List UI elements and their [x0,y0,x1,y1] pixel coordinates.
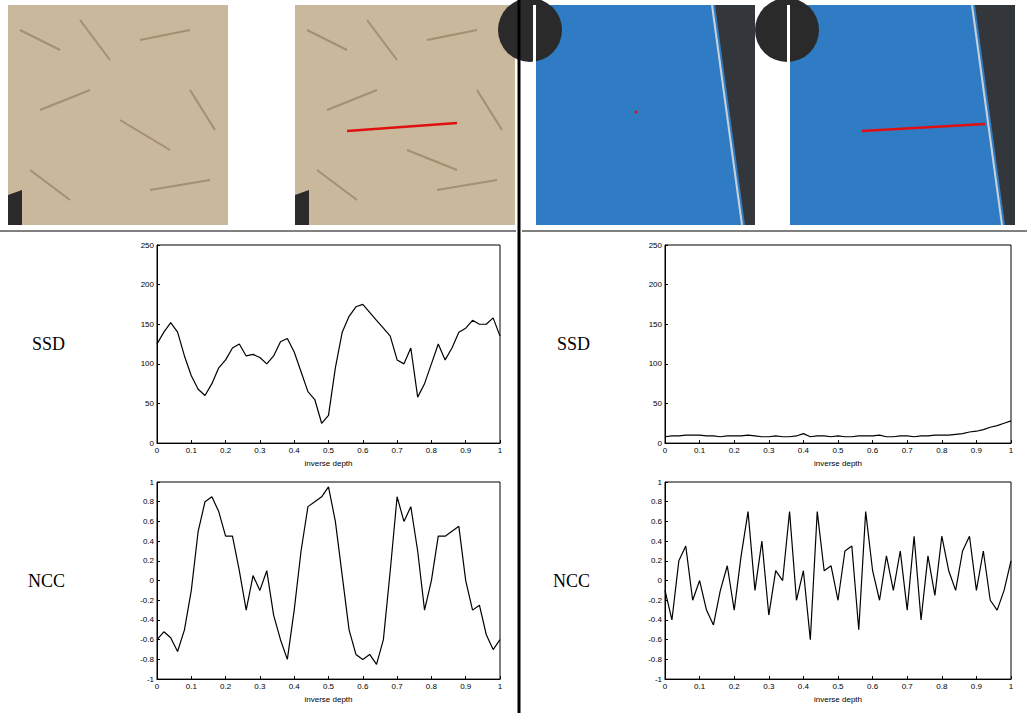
svg-text:0: 0 [657,438,662,448]
svg-text:0.6: 0.6 [357,682,369,691]
svg-text:150: 150 [141,320,155,329]
svg-text:200: 200 [649,280,663,289]
svg-text:0.7: 0.7 [392,682,404,691]
svg-text:-1: -1 [147,675,155,684]
svg-text:0.2: 0.2 [729,682,741,691]
svg-text:250: 250 [141,241,155,250]
svg-text:SSD: SSD [32,334,65,354]
svg-text:NCC: NCC [28,571,65,591]
svg-text:-0.2: -0.2 [140,596,154,605]
svg-text:0.7: 0.7 [392,446,404,455]
svg-text:0.1: 0.1 [694,682,706,691]
svg-text:0: 0 [150,576,155,585]
svg-text:150: 150 [649,320,663,329]
svg-text:-0.2: -0.2 [648,596,662,605]
svg-text:0.9: 0.9 [971,446,983,455]
svg-text:0.6: 0.6 [867,682,879,691]
svg-text:0.7: 0.7 [902,682,914,691]
svg-text:0: 0 [155,682,160,691]
svg-text:0.6: 0.6 [651,517,663,526]
svg-text:-0.4: -0.4 [648,615,662,624]
svg-text:0.3: 0.3 [254,682,266,691]
svg-text:0.5: 0.5 [832,446,844,455]
svg-text:inverse depth: inverse depth [814,695,862,704]
svg-text:0.3: 0.3 [254,446,266,455]
svg-text:0.8: 0.8 [936,446,948,455]
svg-text:-1: -1 [655,675,663,684]
svg-text:0.5: 0.5 [323,682,335,691]
svg-text:0.9: 0.9 [460,446,472,455]
svg-text:0.8: 0.8 [426,446,438,455]
svg-text:0.1: 0.1 [186,446,198,455]
svg-text:0.8: 0.8 [651,497,663,506]
svg-text:0: 0 [658,576,663,585]
svg-text:inverse depth: inverse depth [304,695,352,704]
svg-text:0.4: 0.4 [289,682,301,691]
svg-text:200: 200 [141,280,155,289]
svg-text:NCC: NCC [553,571,590,591]
svg-text:-0.8: -0.8 [140,655,154,664]
svg-text:0.6: 0.6 [143,517,155,526]
svg-text:1: 1 [1009,682,1014,691]
svg-text:0.4: 0.4 [798,682,810,691]
svg-text:0.5: 0.5 [323,446,335,455]
svg-text:100: 100 [141,359,155,368]
svg-text:0.2: 0.2 [220,682,232,691]
svg-text:0.6: 0.6 [357,446,369,455]
svg-text:0.2: 0.2 [729,446,741,455]
svg-text:1: 1 [498,682,503,691]
svg-text:0.8: 0.8 [143,497,155,506]
svg-text:0: 0 [663,446,668,455]
svg-text:0.4: 0.4 [651,537,663,546]
svg-text:-0.4: -0.4 [140,615,154,624]
svg-text:250: 250 [649,241,663,250]
svg-text:0.6: 0.6 [867,446,879,455]
svg-text:0.3: 0.3 [763,446,775,455]
svg-text:-0.6: -0.6 [648,635,662,644]
svg-text:inverse depth: inverse depth [814,459,862,468]
svg-text:0.5: 0.5 [832,682,844,691]
svg-text:1: 1 [1009,446,1014,455]
svg-text:SSD: SSD [557,334,590,354]
svg-text:1: 1 [150,478,155,487]
svg-text:0.2: 0.2 [651,556,663,565]
svg-text:0.9: 0.9 [971,682,983,691]
svg-text:0: 0 [149,438,154,448]
svg-text:-0.8: -0.8 [648,655,662,664]
svg-text:0: 0 [155,446,160,455]
svg-text:0.3: 0.3 [763,682,775,691]
svg-text:0.1: 0.1 [186,682,198,691]
svg-text:1: 1 [658,478,663,487]
svg-text:0.9: 0.9 [460,682,472,691]
svg-text:0.4: 0.4 [289,446,301,455]
svg-text:0.8: 0.8 [936,682,948,691]
svg-text:0.7: 0.7 [902,446,914,455]
svg-text:0.1: 0.1 [694,446,706,455]
svg-text:0.4: 0.4 [143,537,155,546]
svg-text:0.2: 0.2 [220,446,232,455]
svg-text:100: 100 [649,359,663,368]
svg-text:1: 1 [498,446,503,455]
svg-text:0.8: 0.8 [426,682,438,691]
svg-text:0.2: 0.2 [143,556,155,565]
svg-text:0.4: 0.4 [798,446,810,455]
svg-text:50: 50 [653,399,662,408]
svg-text:50: 50 [145,399,154,408]
svg-text:0: 0 [663,682,668,691]
svg-text:-0.6: -0.6 [140,635,154,644]
svg-text:inverse depth: inverse depth [304,459,352,468]
